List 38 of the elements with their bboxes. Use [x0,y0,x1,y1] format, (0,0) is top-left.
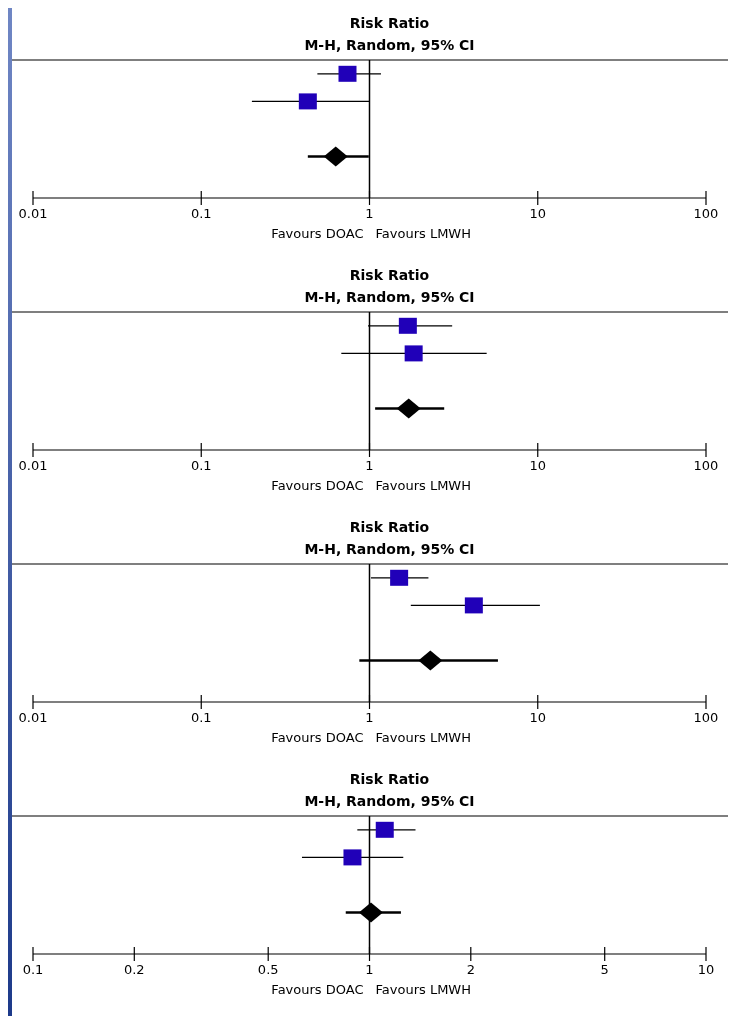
chart-subtitle: M-H, Random, 95% CI [304,37,475,53]
chart-title: Risk Ratio [349,771,430,787]
chart-title: Risk Ratio [349,267,430,283]
x-tick-label: 0.01 [18,206,48,221]
x-tick-label: 10 [529,710,547,725]
x-tick-label: 100 [693,710,719,725]
x-tick-label: 1 [365,206,374,221]
x-tick-label: 100 [693,458,719,473]
chart-title: Risk Ratio [349,15,430,31]
text: Favours LMWH [375,730,471,745]
x-tick-label: 1 [365,458,374,473]
x-tick-label: 0.01 [18,710,48,725]
x-tick-label: 0.1 [190,710,212,725]
x-tick-label: 2 [466,962,475,977]
x-tick-label: 10 [697,962,715,977]
text: Favours DOAC [271,982,364,997]
x-tick-label: 0.1 [190,458,212,473]
text: Favours LMWH [375,478,471,493]
text: Favours LMWH [375,982,471,997]
x-tick-label: 0.01 [18,458,48,473]
x-tick-label: 0.1 [22,962,44,977]
chart-subtitle: M-H, Random, 95% CI [304,541,475,557]
x-tick-label: 1 [365,962,374,977]
text: Favours DOAC [271,226,364,241]
text: Favours DOAC [271,478,364,493]
x-tick-label: 1 [365,710,374,725]
text: Favours DOAC [271,730,364,745]
chart-subtitle: M-H, Random, 95% CI [304,289,475,305]
x-tick-label: 100 [693,206,719,221]
chart-subtitle: M-H, Random, 95% CI [304,793,475,809]
x-tick-label: 0.2 [123,962,145,977]
x-tick-label: 10 [529,206,547,221]
x-tick-label: 5 [600,962,609,977]
x-tick-label: 0.1 [190,206,212,221]
x-tick-label: 10 [529,458,547,473]
text: Favours LMWH [375,226,471,241]
x-tick-label: 0.5 [257,962,279,977]
chart-title: Risk Ratio [349,519,430,535]
